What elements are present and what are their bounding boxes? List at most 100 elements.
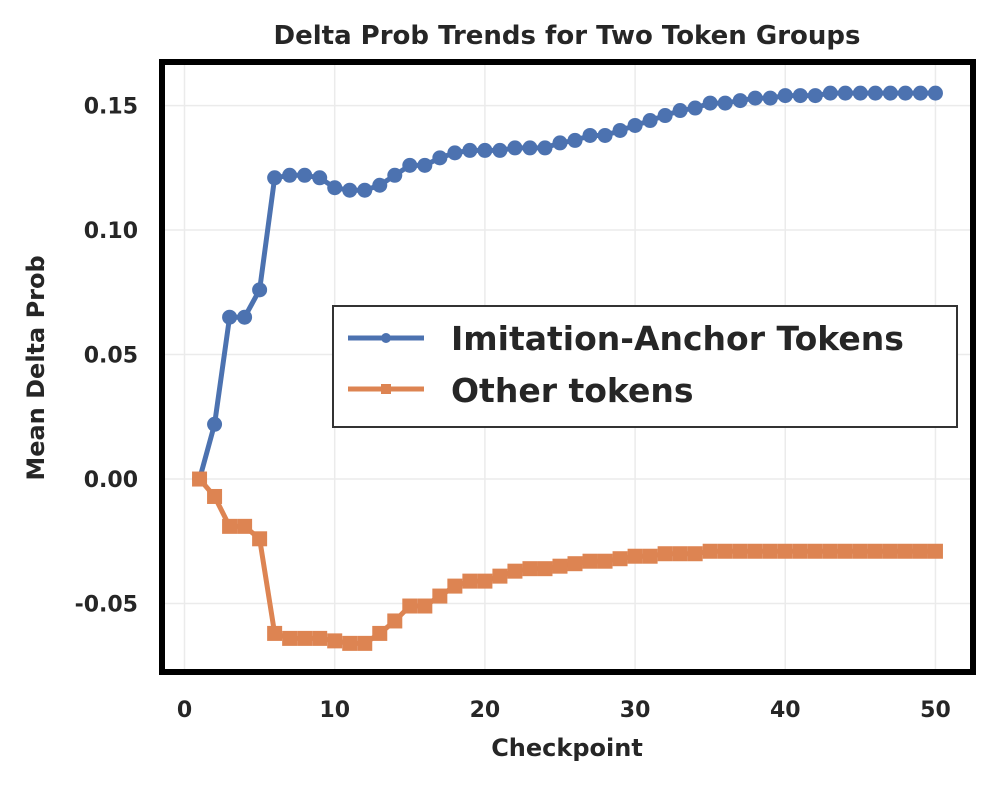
data-point-other (267, 625, 283, 641)
data-point-other (732, 543, 748, 559)
y-tick-label: 0.10 (84, 219, 138, 244)
data-point-other (567, 556, 583, 572)
data-point-imitation (762, 90, 778, 106)
data-point-other (237, 518, 253, 534)
data-point-other (522, 561, 538, 577)
data-point-other (672, 546, 688, 562)
data-point-other (822, 543, 838, 559)
data-point-imitation (432, 150, 448, 166)
tick-labels: 0 10 20 30 40 50 -0.05 0.00 0.05 0.10 0.15 (75, 95, 951, 723)
data-point-imitation (252, 282, 268, 298)
series-lines (192, 85, 943, 651)
data-point-other (837, 543, 853, 559)
data-point-other (372, 625, 388, 641)
data-point-other (642, 548, 658, 564)
data-point-imitation (537, 140, 553, 156)
legend-marker-imitation (381, 333, 391, 343)
data-point-other (777, 543, 793, 559)
data-point-imitation (267, 170, 283, 186)
data-point-other (357, 635, 373, 651)
data-point-imitation (822, 85, 838, 101)
data-point-other (312, 630, 328, 646)
data-point-imitation (657, 108, 673, 124)
data-point-imitation (402, 157, 418, 173)
data-point-other (582, 553, 598, 569)
series-line-other (197, 476, 938, 646)
data-point-other (702, 543, 718, 559)
data-point-imitation (897, 85, 913, 101)
series-imitation (192, 85, 943, 487)
data-point-other (222, 518, 238, 534)
y-tick-label: 0.15 (84, 95, 138, 120)
data-point-imitation (642, 113, 658, 129)
data-point-imitation (837, 85, 853, 101)
data-point-other (597, 553, 613, 569)
data-point-imitation (627, 117, 643, 133)
data-point-imitation (792, 88, 808, 104)
data-point-other (807, 543, 823, 559)
y-axis-label: Mean Delta Prob (22, 255, 50, 480)
data-point-imitation (867, 85, 883, 101)
data-point-imitation (417, 157, 433, 173)
data-point-other (537, 561, 553, 577)
data-point-imitation (717, 95, 733, 111)
plot-frame (159, 59, 976, 675)
data-point-other (717, 543, 733, 559)
data-point-other (627, 548, 643, 564)
x-tick-label: 50 (920, 698, 951, 723)
data-point-imitation (357, 182, 373, 198)
data-point-other (657, 546, 673, 562)
data-point-imitation (852, 85, 868, 101)
data-point-imitation (702, 95, 718, 111)
data-point-other (432, 588, 448, 604)
data-point-other (447, 578, 463, 594)
x-tick-label: 40 (770, 698, 801, 723)
data-point-imitation (312, 170, 328, 186)
data-point-imitation (222, 309, 238, 325)
data-point-other (342, 635, 358, 651)
data-point-other (477, 573, 493, 589)
data-point-imitation (447, 145, 463, 161)
data-point-other (912, 543, 928, 559)
data-point-other (192, 471, 208, 487)
data-point-imitation (342, 182, 358, 198)
x-tick-label: 10 (319, 698, 350, 723)
data-point-imitation (912, 85, 928, 101)
data-point-imitation (927, 85, 943, 101)
data-point-other (687, 546, 703, 562)
data-point-imitation (732, 93, 748, 109)
data-point-imitation (387, 167, 403, 183)
y-tick-label: 0.00 (84, 468, 138, 493)
data-point-imitation (612, 122, 628, 138)
data-point-imitation (807, 88, 823, 104)
data-point-imitation (207, 416, 223, 432)
x-tick-label: 30 (620, 698, 651, 723)
data-point-other (492, 568, 508, 584)
data-point-imitation (747, 90, 763, 106)
data-point-other (207, 488, 223, 504)
legend-box (332, 305, 958, 428)
legend-marker-other (381, 384, 391, 394)
data-point-imitation (492, 142, 508, 158)
legend: Imitation-Anchor Tokens Other tokens (332, 305, 958, 428)
data-point-other (417, 598, 433, 614)
data-point-imitation (282, 167, 298, 183)
data-point-other (402, 598, 418, 614)
x-tick-label: 0 (177, 698, 192, 723)
data-point-other (867, 543, 883, 559)
x-axis-label: Checkpoint (491, 734, 643, 762)
data-point-imitation (882, 85, 898, 101)
data-point-other (852, 543, 868, 559)
y-tick-label: 0.05 (84, 344, 138, 369)
series-other (192, 471, 943, 651)
data-point-other (387, 613, 403, 629)
data-point-other (792, 543, 808, 559)
data-point-imitation (297, 167, 313, 183)
data-point-imitation (462, 142, 478, 158)
data-point-other (552, 558, 568, 574)
data-point-other (762, 543, 778, 559)
data-point-imitation (552, 135, 568, 151)
data-point-other (282, 630, 298, 646)
data-point-other (882, 543, 898, 559)
